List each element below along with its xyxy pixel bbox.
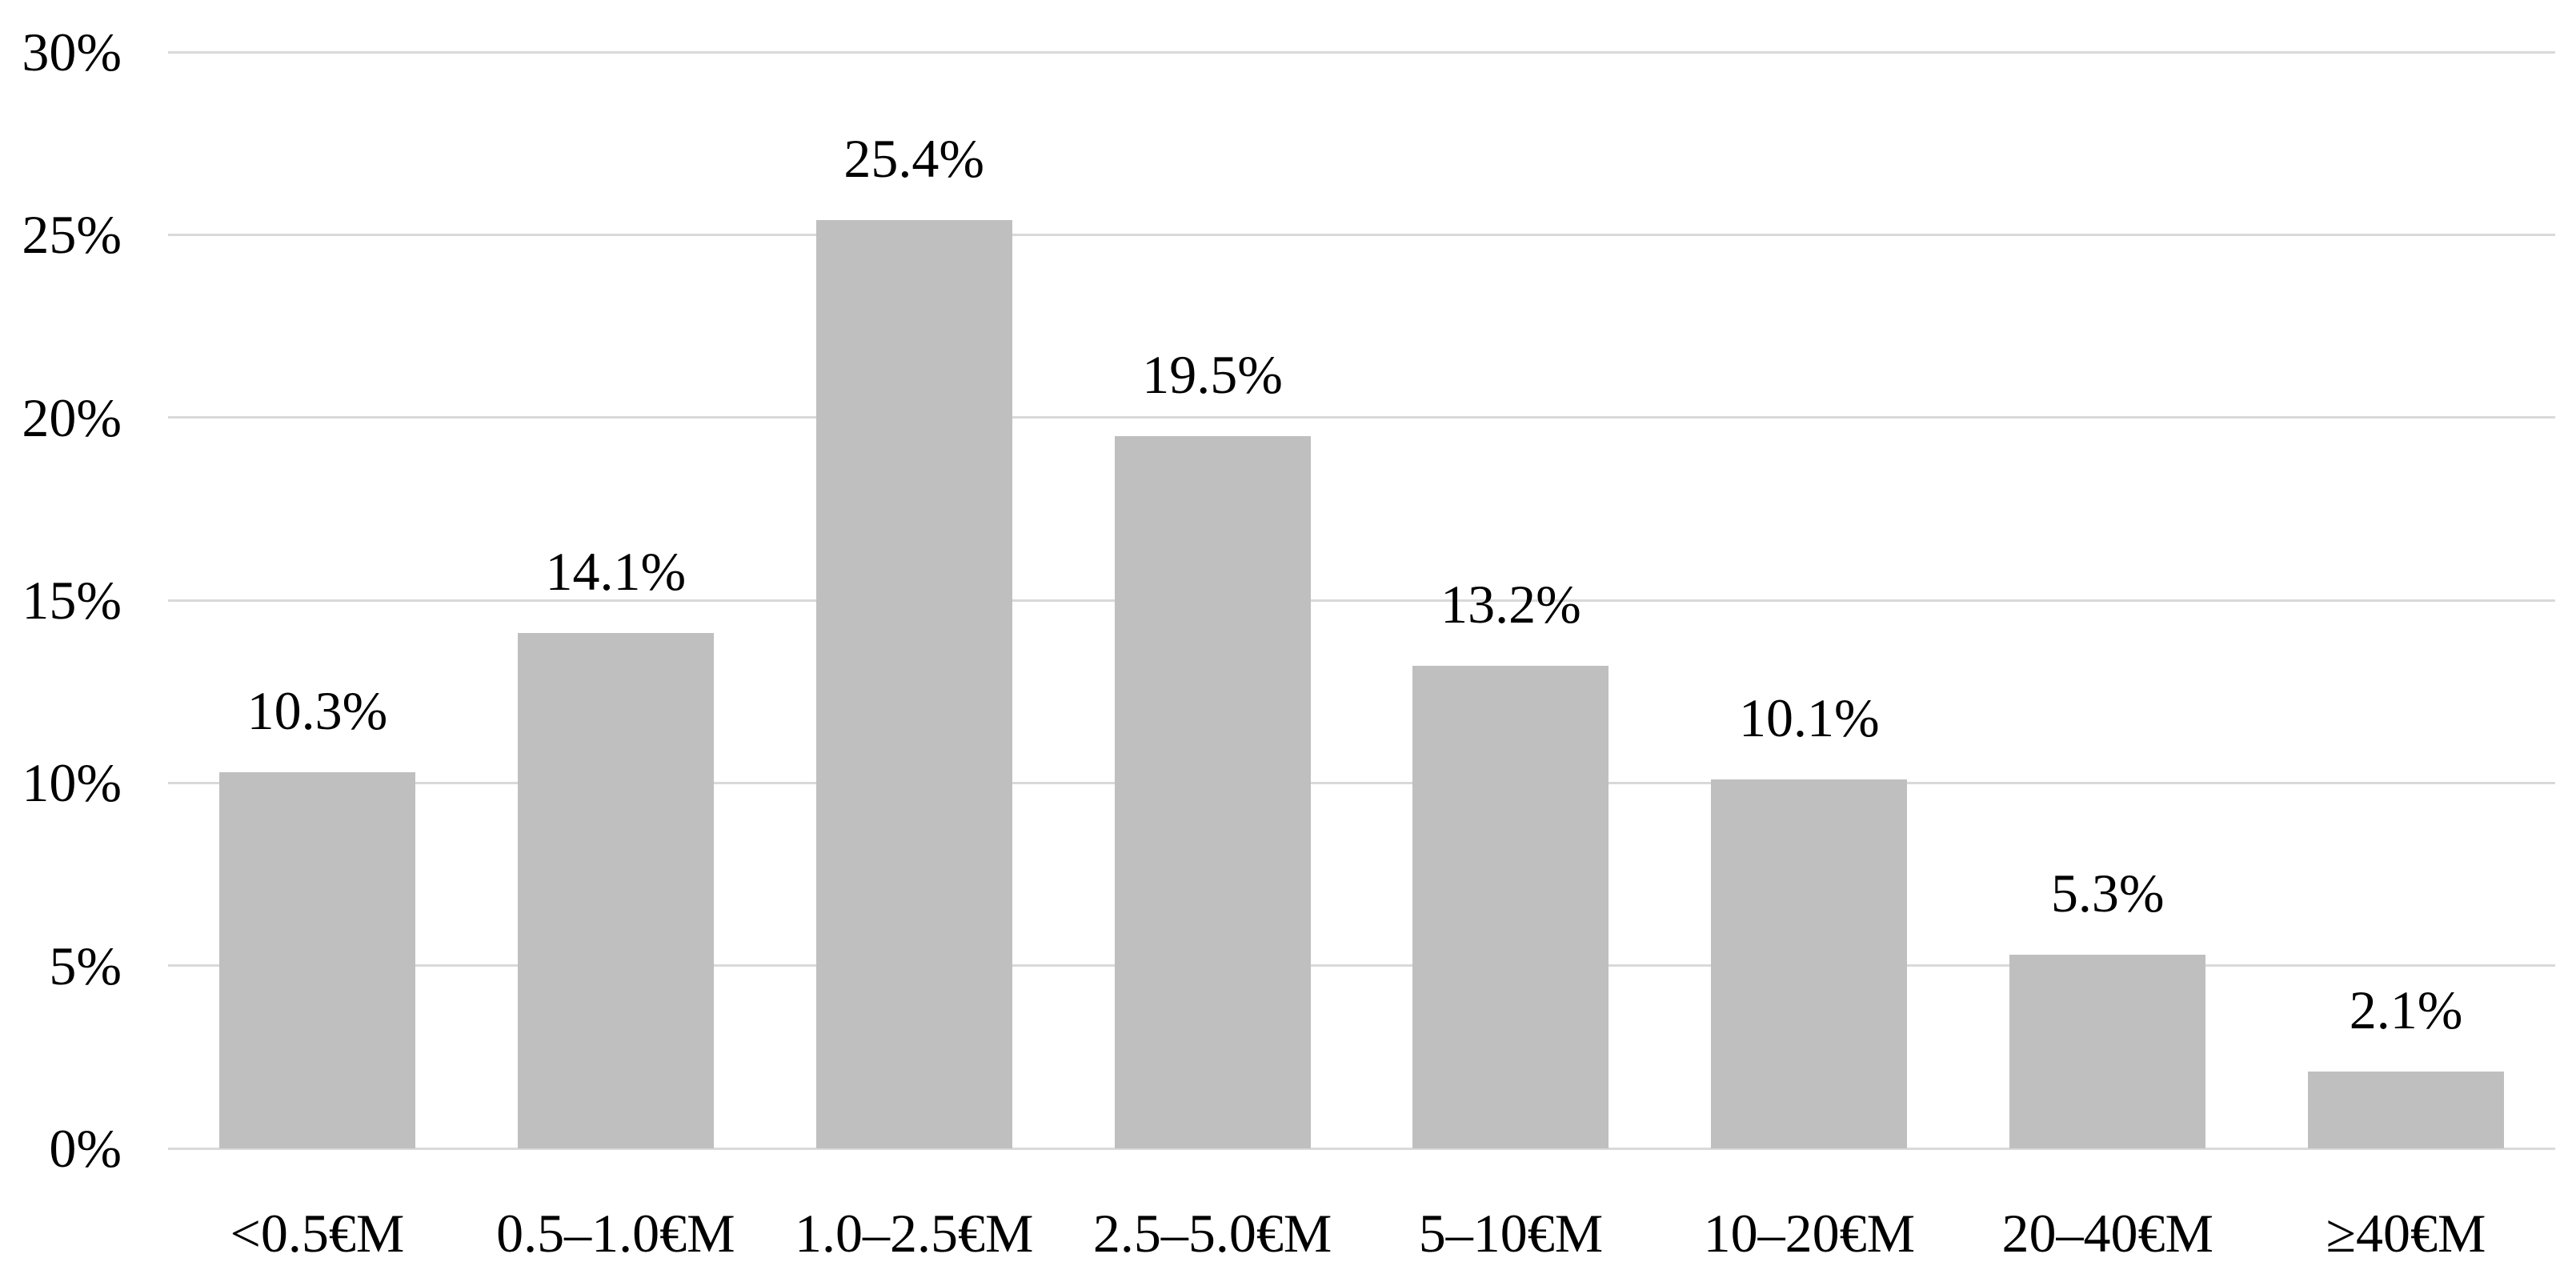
- x-axis-category-label: 0.5–1.0€M: [496, 1203, 735, 1264]
- y-axis-tick-label: 0%: [49, 1118, 122, 1179]
- gridline: [168, 964, 2555, 968]
- plot-area: 10.3% 14.1% 25.4% 19.5% 13.2% 10.1% 5.3% 2.1%: [168, 50, 2555, 1150]
- bar: [1114, 435, 1311, 1148]
- bar-value-label: 25.4%: [843, 128, 985, 190]
- bar-value-label: 19.5%: [1142, 343, 1283, 405]
- bar: [2308, 1072, 2505, 1148]
- gridline: [168, 233, 2555, 236]
- bar-value-label: 2.1%: [2349, 980, 2463, 1041]
- y-axis-tick-label: 25%: [22, 204, 122, 266]
- bar: [1711, 779, 1908, 1148]
- bar-value-label: 14.1%: [545, 541, 687, 603]
- bar-value-label: 10.1%: [1738, 687, 1880, 748]
- x-axis-category-label: <0.5€M: [230, 1203, 405, 1264]
- gridline: [168, 781, 2555, 784]
- bar: [218, 771, 415, 1148]
- gridline: [168, 416, 2555, 419]
- bar: [517, 633, 714, 1148]
- bar-value-label: 13.2%: [1440, 574, 1581, 635]
- gridline: [168, 1147, 2555, 1150]
- x-axis-category-label: 10–20€M: [1703, 1203, 1916, 1264]
- x-axis-category-label: 5–10€M: [1418, 1203, 1604, 1264]
- x-axis-category-label: 1.0–2.5€M: [794, 1203, 1034, 1264]
- y-axis-tick-label: 20%: [22, 387, 122, 448]
- y-axis-tick-label: 5%: [49, 935, 122, 996]
- gridline: [168, 50, 2555, 54]
- y-axis-tick-label: 15%: [22, 570, 122, 631]
- x-axis-category-label: 20–40€M: [2001, 1203, 2213, 1264]
- x-axis-category-label: ≥40€M: [2326, 1203, 2486, 1264]
- gridline: [168, 599, 2555, 602]
- bar: [2009, 954, 2206, 1148]
- bar-value-label: 5.3%: [2050, 862, 2165, 923]
- y-axis-tick-label: 10%: [22, 752, 122, 814]
- y-axis-tick-label: 30%: [22, 22, 122, 82]
- x-axis-category-label: 2.5–5.0€M: [1092, 1203, 1332, 1264]
- bar-value-label: 10.3%: [246, 679, 388, 741]
- bar: [1412, 666, 1609, 1148]
- bar: [815, 220, 1012, 1148]
